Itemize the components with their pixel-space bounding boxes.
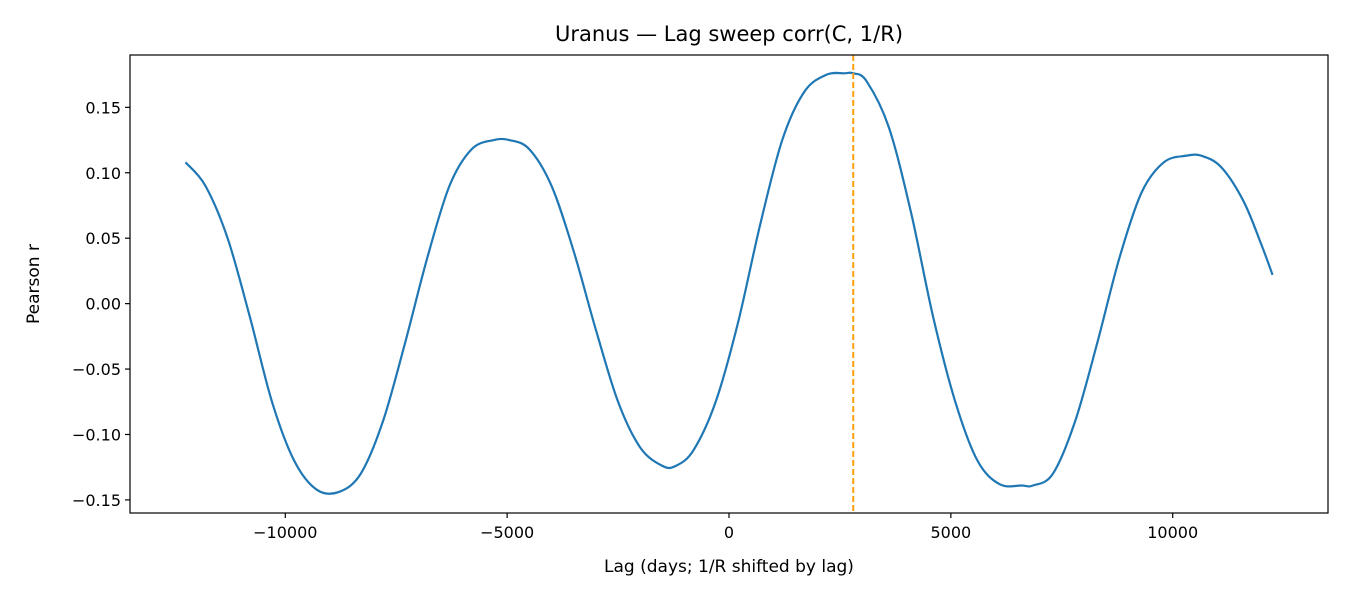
- y-tick-label: 0.00: [85, 295, 121, 314]
- x-tick-label: 10000: [1147, 523, 1198, 542]
- y-tick-label: −0.10: [72, 425, 121, 444]
- y-tick-label: −0.05: [72, 360, 121, 379]
- x-axis-label: Lag (days; 1/R shifted by lag): [604, 557, 854, 577]
- correlation-series-line: [184, 71, 1274, 495]
- x-tick-label: −5000: [480, 523, 534, 542]
- y-tick-label: 0.15: [85, 98, 121, 117]
- x-axis-ticks: −10000 −5000 0 5000 10000: [253, 513, 1198, 542]
- y-tick-label: −0.15: [72, 491, 121, 510]
- x-tick-label: 5000: [930, 523, 971, 542]
- x-tick-label: −10000: [253, 523, 317, 542]
- chart-title: Uranus — Lag sweep corr(C, 1/R): [555, 22, 903, 46]
- y-axis-ticks: −0.15 −0.10 −0.05 0.00 0.05 0.10 0.15: [72, 98, 130, 510]
- y-tick-label: 0.05: [85, 229, 121, 248]
- y-tick-label: 0.10: [85, 164, 121, 183]
- x-tick-label: 0: [724, 523, 734, 542]
- plot-area: [184, 55, 1274, 513]
- y-axis-label: Pearson r: [24, 244, 44, 324]
